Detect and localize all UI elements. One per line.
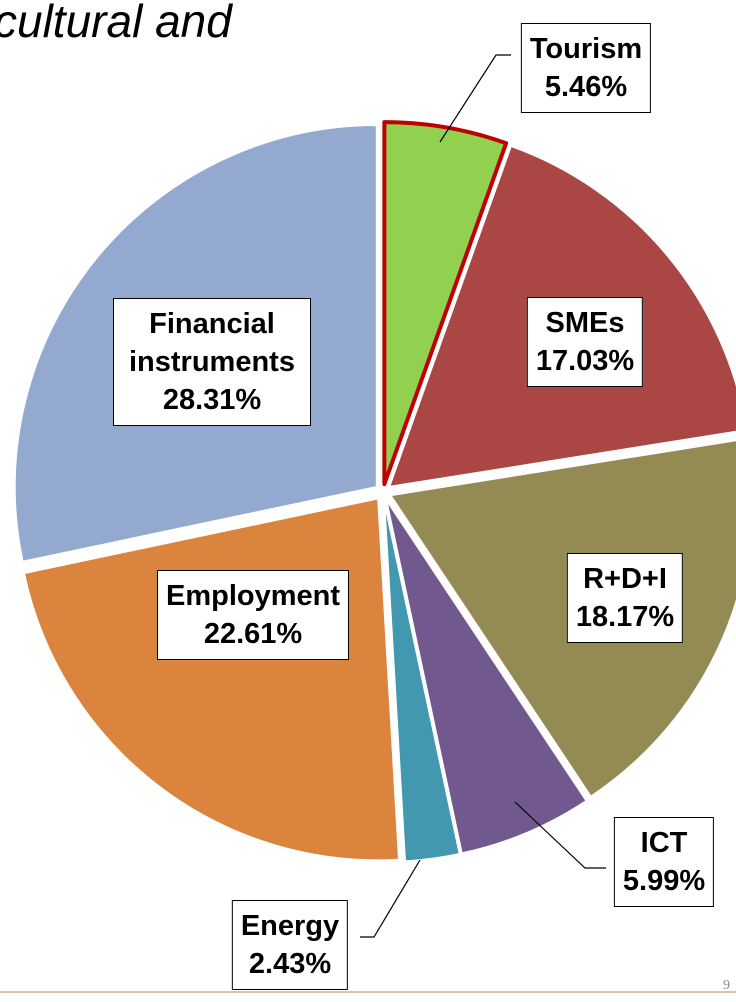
data-label: Tourism 5.46% xyxy=(520,23,652,113)
value-label: 2.43% xyxy=(248,948,332,980)
category-label: Employment xyxy=(165,580,341,612)
pie xyxy=(13,120,736,863)
pie-slice xyxy=(382,120,509,487)
value-label: 28.31% xyxy=(162,384,262,416)
value-label: 5.99% xyxy=(622,865,706,897)
leader-lines xyxy=(360,54,606,938)
data-label: Energy 2.43% xyxy=(231,900,349,990)
data-label: Financial instruments 28.31% xyxy=(113,298,311,426)
pie-slice xyxy=(389,439,736,798)
category-label: ICT xyxy=(640,827,688,859)
leader-line xyxy=(360,859,421,938)
value-label: 18.17% xyxy=(575,601,675,633)
data-label: Employment 22.61% xyxy=(156,570,350,660)
value-label: 17.03% xyxy=(535,345,635,377)
pie-slice xyxy=(385,498,588,855)
value-label: 5.46% xyxy=(544,71,628,103)
value-label: 22.61% xyxy=(203,618,303,650)
category-label: Financial instruments xyxy=(129,308,295,378)
slide-title: cultural and xyxy=(0,0,232,47)
data-label: ICT 5.99% xyxy=(613,817,715,907)
page-number: 9 xyxy=(723,978,730,993)
category-label: Tourism xyxy=(529,33,643,65)
category-label: SMEs xyxy=(545,307,625,339)
category-label: Energy xyxy=(240,910,340,942)
category-label: R+D+I xyxy=(583,563,667,595)
leader-line xyxy=(439,54,511,143)
data-label: SMEs 17.03% xyxy=(526,297,644,387)
pie-slice xyxy=(383,498,461,863)
data-label: R+D+I 18.17% xyxy=(566,553,684,643)
leader-line xyxy=(514,801,606,869)
pie-slice xyxy=(22,497,401,862)
